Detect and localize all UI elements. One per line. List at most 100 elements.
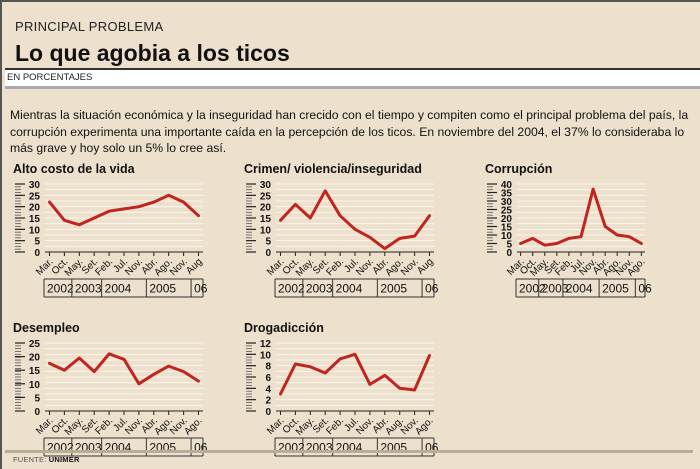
y-tick-label: 4 [265,384,271,395]
header: PRINCIPAL PROBLEMA Lo que agobia a los t… [5,5,700,68]
y-tick-label: 15 [29,214,41,225]
data-point [338,214,342,217]
y-tick-label: 25 [260,191,272,202]
year-label: 2002 [47,282,74,296]
y-tick-label: 20 [501,214,513,225]
data-point [137,382,141,385]
y-tick-label: 25 [29,191,41,202]
kicker: PRINCIPAL PROBLEMA [15,19,164,34]
data-point [428,214,431,217]
year-label: 2004 [566,282,593,296]
page-title: Lo que agobia a los ticos [15,40,290,66]
y-tick-label: 10 [29,225,41,236]
subhead-bar: EN PORCENTAJES [5,70,700,86]
chart-title: Alto costo de la vida [13,162,135,176]
data-point [368,236,372,239]
data-point [279,392,282,396]
year-label: 2002 [278,282,305,296]
data-point [197,214,200,217]
data-point [428,354,431,357]
data-point [309,365,312,368]
year-label: 06 [425,282,439,296]
y-tick-label: 20 [29,203,41,214]
chart-svg: 051015202530Mar.Oct.May.Set.Feb.Jul.Nov.… [246,180,439,298]
data-point [555,242,559,245]
x-tick-label: Aug [415,256,435,276]
x-tick-label: Ago. [182,415,204,437]
data-point [92,370,96,373]
chart-svg: 051015202530Mar.Oct.May.Set.Feb.Jul.Nov.… [15,180,208,298]
y-tick-label: 30 [260,180,272,191]
data-point [279,219,282,222]
year-label: 2005 [602,282,629,296]
y-tick-label: 0 [265,248,271,259]
data-point [383,247,387,250]
y-tick-label: 20 [260,203,272,214]
y-tick-label: 0 [34,407,40,418]
data-point [398,387,401,390]
y-tick-label: 5 [506,240,512,251]
data-point [182,370,185,373]
y-tick-label: 30 [29,180,41,191]
data-point [323,371,327,375]
y-tick-label: 0 [506,248,512,259]
data-point [567,237,571,240]
y-tick-label: 10 [260,350,272,361]
data-point [122,207,126,211]
data-point [48,362,51,365]
year-label: 2004 [336,282,363,296]
data-point [167,194,170,197]
footer-divider [5,450,693,453]
data-point [323,189,327,192]
content-panel [5,93,693,469]
y-tick-label: 0 [34,248,40,259]
chart-title: Desempleo [13,321,80,335]
data-point [368,383,372,386]
chart-title: Crimen/ violencia/inseguridad [244,162,422,176]
year-label: 2002 [519,282,546,296]
year-label: 2005 [380,282,407,296]
data-point [78,356,81,360]
y-tick-label: 5 [34,393,40,404]
data-point [63,369,66,372]
data-point [152,200,156,204]
data-point [107,210,111,213]
data-point [383,374,387,377]
y-tick-label: 25 [29,339,41,350]
data-point [152,373,156,376]
data-point [63,219,66,222]
year-label: 2003 [75,282,102,296]
y-tick-label: 25 [501,206,513,217]
data-point [122,358,126,361]
data-point [591,187,595,191]
y-tick-label: 15 [501,223,513,234]
year-label: 2003 [542,282,569,296]
data-point [628,235,631,238]
data-point [338,357,342,361]
data-point [309,216,312,220]
y-tick-label: 30 [501,197,513,208]
data-point [294,362,297,366]
y-tick-label: 6 [265,373,271,384]
data-point [603,225,607,228]
data-point [531,237,534,240]
data-point [48,200,51,204]
data-point [413,388,416,392]
x-tick-label: Ago. [413,415,435,437]
y-tick-label: 10 [501,231,513,242]
data-point [640,242,643,245]
data-point [137,205,141,208]
data-point [398,237,401,240]
y-tick-label: 2 [265,396,271,407]
chart-title: Drogadicción [244,321,324,335]
data-point [167,364,170,368]
year-label: 2004 [105,282,132,296]
source-line: FUENTE: UNIMER [13,455,80,464]
x-tick-label: Aug [184,256,204,276]
data-point [197,379,200,383]
data-point [353,228,357,231]
data-point [294,203,297,206]
data-point [78,223,81,226]
y-tick-label: 5 [265,237,271,248]
